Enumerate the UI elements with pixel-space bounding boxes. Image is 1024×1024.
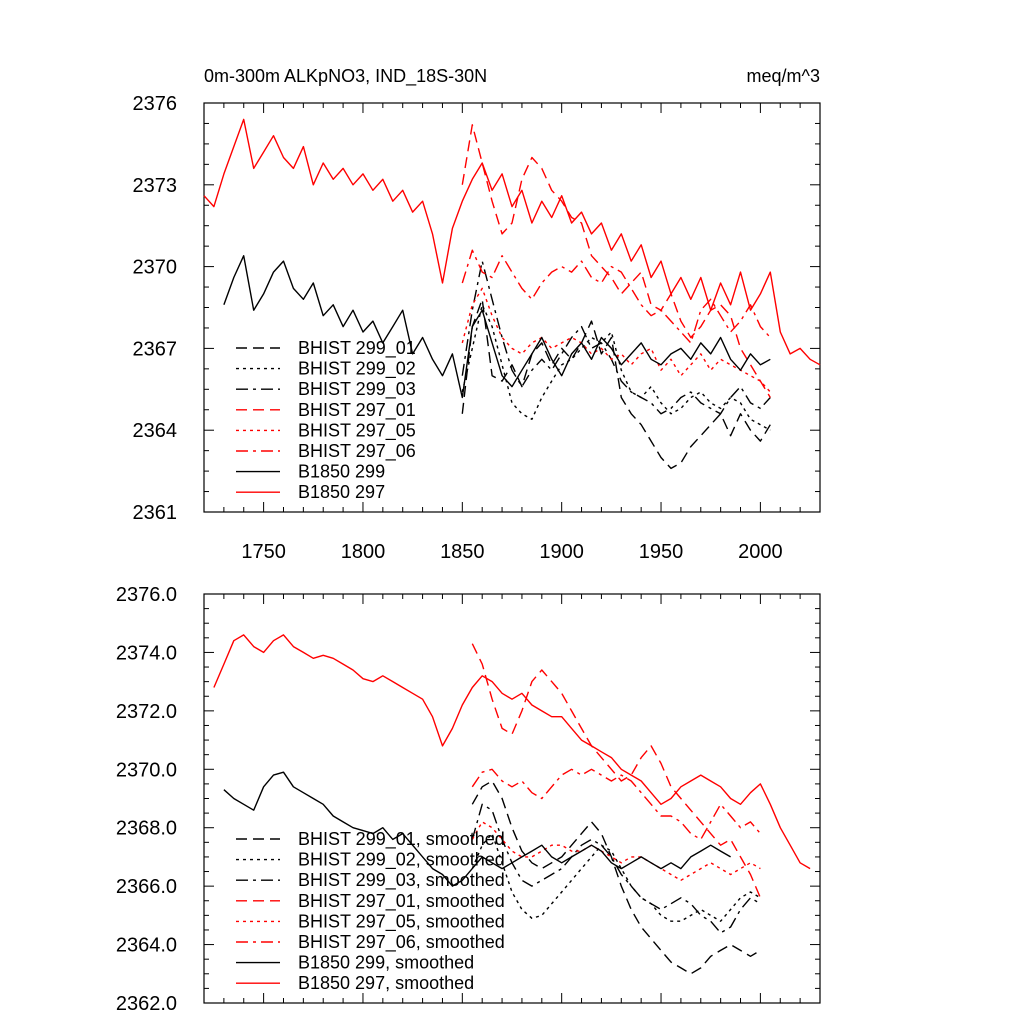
series-line-bhist-297-01 [461,124,771,398]
top-series-lines [203,118,821,470]
legend-label: B1850 297 [298,482,385,502]
legend-label: B1850 299, smoothed [298,953,474,973]
y-tick-label: 2374.0 [116,642,177,664]
bottom-plot-frame [203,593,821,1004]
legend-label: B1850 297, smoothed [298,973,474,993]
top-plot-title: 0m-300m ALKpNO3, IND_18S-30N [204,66,487,87]
y-tick-label: 2362.0 [116,993,177,1015]
x-tick-label: 1800 [341,541,386,563]
bottom-plot-panel: 2362.0 2364.0 2366.0 2368.0 2370.0 2372.0 2374… [116,584,821,1015]
legend-label: BHIST 299_01, smoothed [298,829,505,850]
y-tick-label: 2376.0 [116,584,177,606]
top-axis-ticks: 1750 1800 1850 1900 1950 2000 2361 2364 2367 2370… [133,93,820,563]
legend-label: B1850 299 [298,462,385,482]
series-line-b1850-297 [203,118,821,366]
series-line-b1850-299-smoothed [223,771,731,887]
legend-label: BHIST 297_06, smoothed [298,932,505,953]
y-tick-label: 2368.0 [116,818,177,840]
series-line-bhist-299-02 [461,304,771,431]
x-tick-label: 2000 [738,541,783,563]
top-plot-panel: 0m-300m ALKpNO3, IND_18S-30N meq/m^3 175… [133,66,821,563]
series-line-bhist-297-05 [461,287,771,393]
y-tick-label: 2361 [133,502,178,524]
legend-label: BHIST 299_02 [298,359,416,380]
series-line-bhist-299-03-smoothed [471,803,761,934]
legend-label: BHIST 297_01, smoothed [298,891,505,912]
legend-label: BHIST 299_03 [298,379,416,400]
y-tick-label: 2370 [133,257,178,279]
x-tick-label: 1750 [241,541,286,563]
bottom-series-lines [213,634,811,975]
legend-label: BHIST 299_01 [298,338,416,359]
legend-label: BHIST 297_01 [298,400,416,421]
legend-label: BHIST 297_06 [298,441,416,462]
legend-label: BHIST 299_03, smoothed [298,870,505,891]
series-line-bhist-297-05-smoothed [471,821,761,881]
series-line-bhist-299-01 [461,298,771,470]
series-line-bhist-297-06 [461,249,771,344]
legend-label: BHIST 297_05, smoothed [298,911,505,932]
y-tick-label: 2364 [133,420,178,442]
y-tick-label: 2376 [133,93,178,115]
x-tick-label: 1950 [639,541,684,563]
series-line-b1850-299 [223,254,771,399]
top-plot-units: meq/m^3 [747,66,820,86]
series-line-bhist-297-06-smoothed [471,768,761,841]
legend-label: BHIST 297_05 [298,420,416,441]
series-line-bhist-299-03 [461,260,771,415]
x-tick-label: 1850 [440,541,485,563]
y-tick-label: 2370.0 [116,759,177,781]
series-line-bhist-299-01-smoothed [471,780,761,975]
top-plot-frame [203,102,821,513]
series-line-b1850-297-smoothed [213,634,811,870]
y-tick-label: 2366.0 [116,876,177,898]
y-tick-label: 2372.0 [116,701,177,723]
y-tick-label: 2373 [133,175,178,197]
x-tick-label: 1900 [539,541,584,563]
series-line-bhist-299-02-smoothed [471,832,761,922]
y-tick-label: 2364.0 [116,935,177,957]
legend-label: BHIST 299_02, smoothed [298,850,505,871]
series-line-bhist-297-01-smoothed [471,643,762,899]
y-tick-label: 2367 [133,338,178,360]
bottom-axis-ticks: 2362.0 2364.0 2366.0 2368.0 2370.0 2372.0 2374… [116,584,820,1015]
